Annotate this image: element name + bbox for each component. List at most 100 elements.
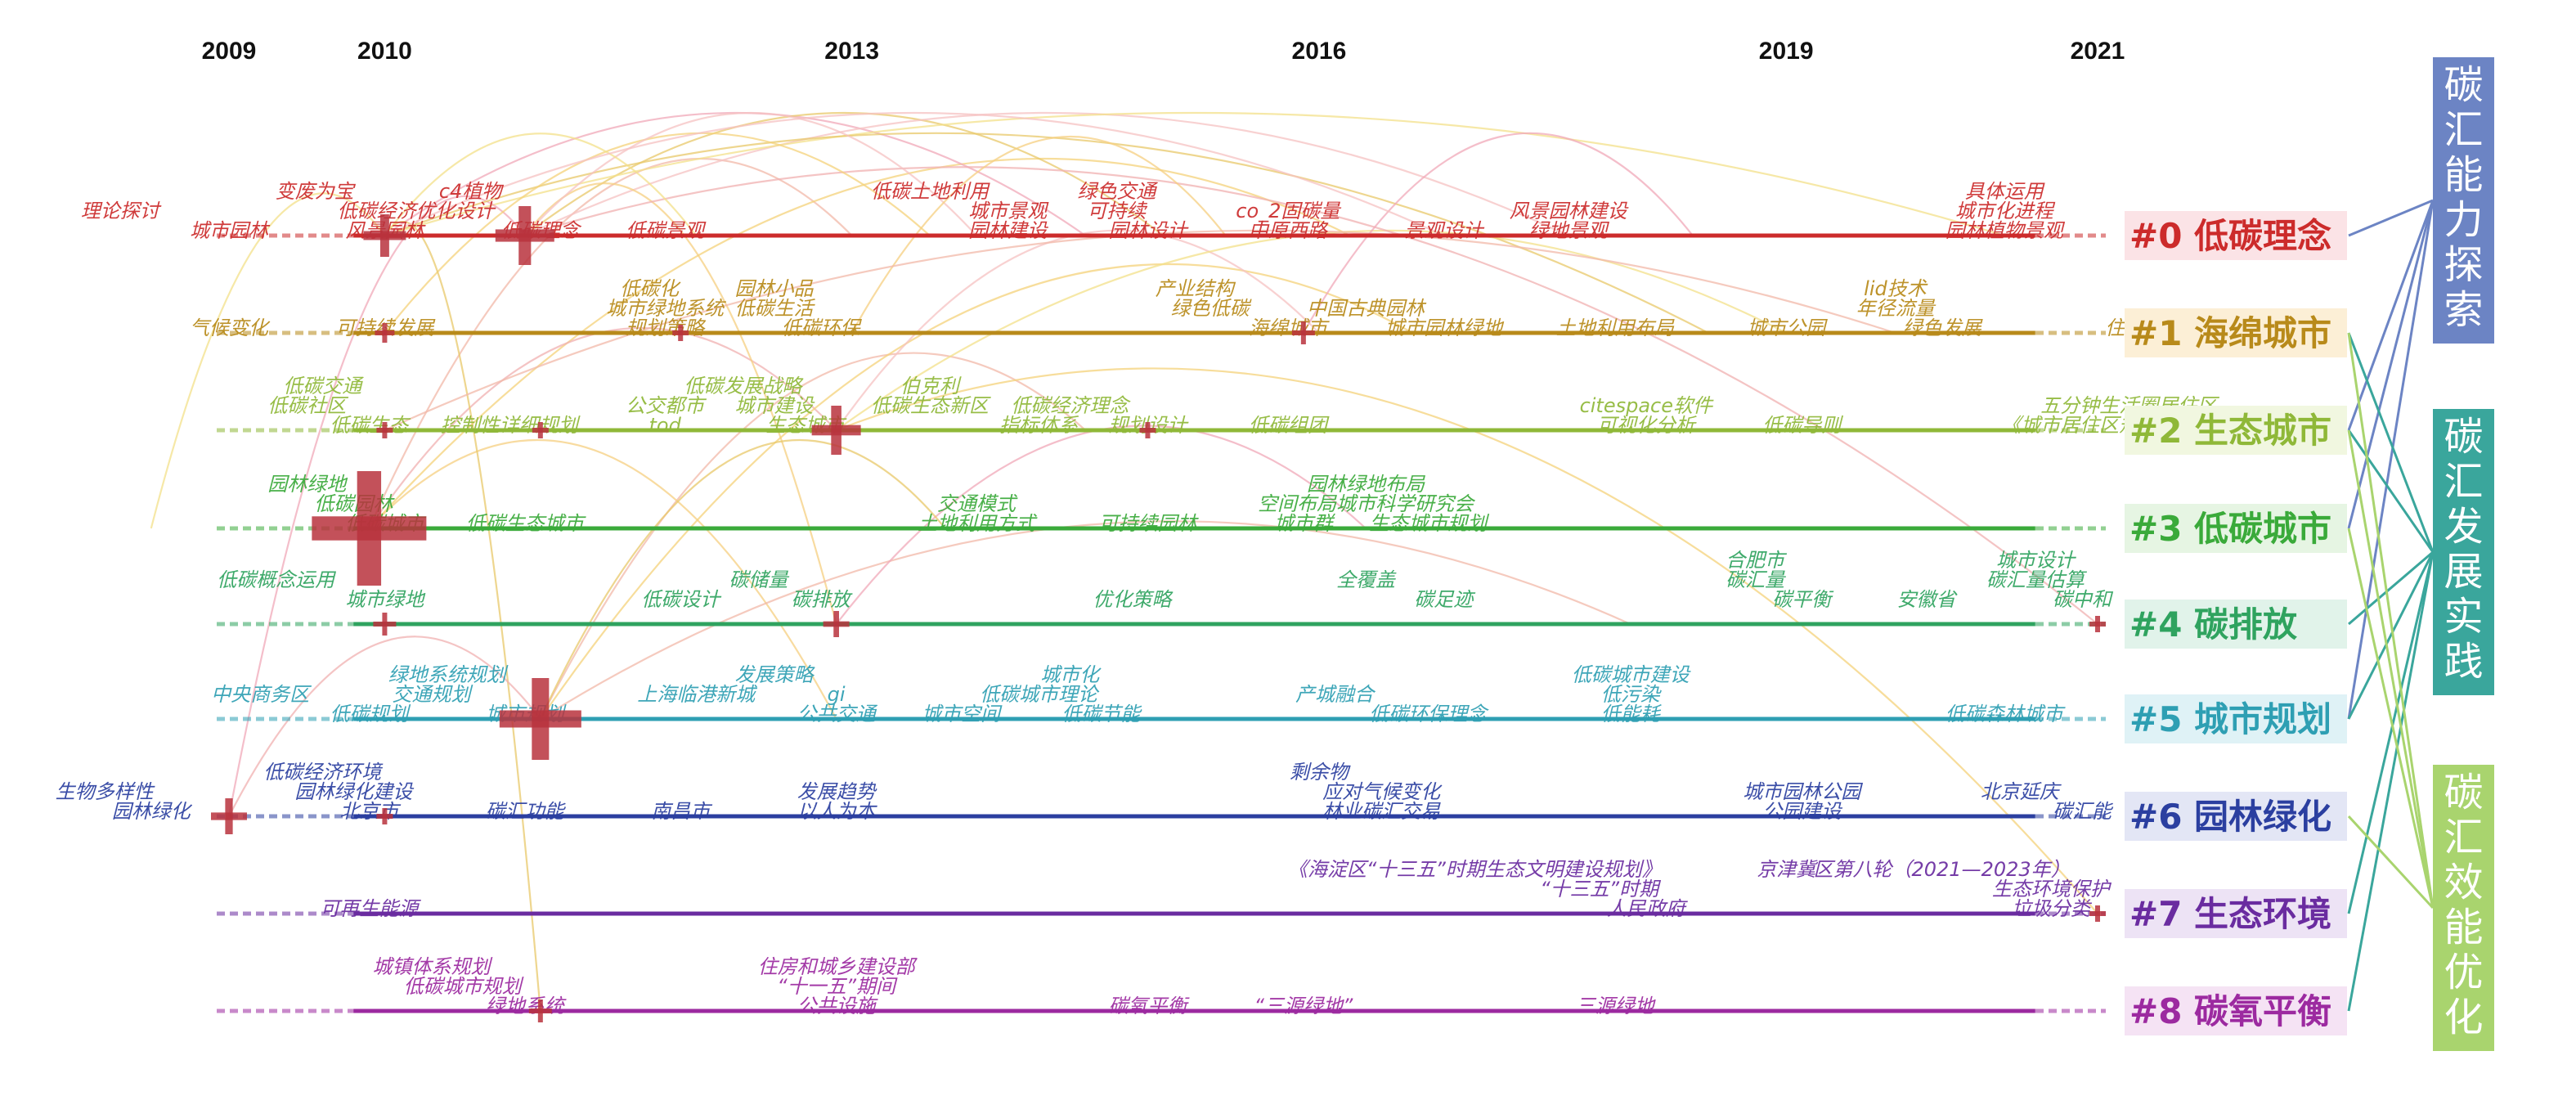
- keyword-node[interactable]: [376, 422, 393, 438]
- keyword-label[interactable]: 低碳森林城市: [1945, 703, 2066, 725]
- keyword-label[interactable]: 变废为宝: [276, 180, 357, 203]
- keyword-label[interactable]: 城市公园: [1747, 317, 1828, 339]
- cluster-label-6[interactable]: #6 园林绿化: [2125, 792, 2347, 841]
- keyword-label[interactable]: 北京市: [339, 800, 401, 823]
- keyword-label[interactable]: 园林植物景观: [1945, 219, 2066, 242]
- keyword-label[interactable]: 低碳规划: [330, 703, 411, 725]
- keyword-label[interactable]: 全覆盖: [1336, 568, 1397, 591]
- keyword-label[interactable]: 低碳概念运用: [217, 568, 336, 591]
- keyword-label[interactable]: 低碳交通: [283, 375, 364, 398]
- keyword-label[interactable]: 土地利用方式: [918, 512, 1038, 535]
- keyword-label[interactable]: 城市绿地: [345, 588, 426, 611]
- keyword-node[interactable]: [672, 325, 689, 341]
- keyword-label[interactable]: 低碳化: [620, 277, 681, 300]
- keyword-label[interactable]: tod: [649, 414, 682, 437]
- keyword-label[interactable]: 伯克利: [900, 375, 962, 398]
- keyword-label[interactable]: 低碳经济理念: [1011, 394, 1131, 417]
- keyword-label[interactable]: 土地利用布局: [1556, 317, 1675, 339]
- keyword-node[interactable]: [823, 611, 850, 637]
- keyword-label[interactable]: 低碳生态: [330, 414, 411, 437]
- keyword-label[interactable]: 城市化进程: [1955, 200, 2056, 222]
- keyword-label[interactable]: 低污染: [1601, 683, 1663, 706]
- keyword-label[interactable]: 生物多样性: [56, 780, 155, 803]
- keyword-label[interactable]: 垃圾分类: [2012, 897, 2093, 920]
- keyword-label[interactable]: 上海临港新城: [637, 683, 757, 706]
- keyword-label[interactable]: 城市空间: [922, 703, 1003, 725]
- keyword-label[interactable]: 碳排放: [792, 588, 854, 611]
- keyword-label[interactable]: co_2固碳量: [1236, 200, 1341, 222]
- keyword-label[interactable]: 人民政府: [1607, 897, 1689, 920]
- keyword-label[interactable]: 低碳城市理论: [980, 683, 1100, 706]
- keyword-label[interactable]: 公园建设: [1762, 800, 1842, 823]
- keyword-label[interactable]: 碳汇量: [1726, 568, 1786, 591]
- keyword-label[interactable]: 低能耗: [1601, 703, 1663, 725]
- keyword-label[interactable]: 可视化分析: [1597, 414, 1698, 437]
- keyword-label[interactable]: 碳中和: [2053, 588, 2114, 611]
- keyword-label[interactable]: “十一五”期间: [777, 975, 898, 998]
- keyword-label[interactable]: 低碳生态城市: [466, 512, 586, 535]
- keyword-label[interactable]: 碳氧平衡: [1108, 995, 1190, 1017]
- keyword-label[interactable]: “十三五”时期: [1540, 878, 1661, 901]
- keyword-label[interactable]: 公共交通: [797, 703, 878, 725]
- keyword-node[interactable]: [1139, 422, 1156, 438]
- keyword-label[interactable]: 林业碳汇交易: [1322, 800, 1441, 823]
- keyword-label[interactable]: 低碳发展战略: [684, 375, 804, 398]
- keyword-label[interactable]: 南昌市: [651, 800, 712, 823]
- keyword-label[interactable]: 园林绿化: [112, 800, 193, 823]
- keyword-label[interactable]: 中原西路: [1249, 219, 1329, 242]
- keyword-label[interactable]: 碳汇量估算: [1986, 568, 2088, 591]
- keyword-label[interactable]: 中国古典园林: [1307, 297, 1427, 320]
- keyword-node[interactable]: [375, 323, 395, 343]
- keyword-label[interactable]: 控制性详细规划: [441, 414, 581, 437]
- keyword-node[interactable]: [363, 214, 406, 257]
- keyword-label[interactable]: c4植物: [439, 180, 504, 203]
- keyword-label[interactable]: 可再生能源: [320, 897, 421, 920]
- keyword-label[interactable]: 碳足迹: [1414, 588, 1476, 611]
- keyword-label[interactable]: 以人为本: [797, 800, 878, 823]
- keyword-label[interactable]: 绿色发展: [1903, 317, 1984, 339]
- keyword-label[interactable]: 低碳节能: [1061, 703, 1142, 725]
- keyword-label[interactable]: 产业结构: [1156, 277, 1236, 300]
- keyword-label[interactable]: 低碳经济优化设计: [338, 200, 497, 222]
- cluster-label-5[interactable]: #5 城市规划: [2125, 694, 2347, 743]
- keyword-node[interactable]: [532, 422, 549, 438]
- keyword-label[interactable]: lid技术: [1864, 277, 1928, 300]
- keyword-label[interactable]: 低碳经济环境: [263, 761, 384, 784]
- cluster-label-8[interactable]: #8 碳氧平衡: [2125, 986, 2347, 1035]
- keyword-label[interactable]: 城市园林: [190, 219, 271, 242]
- keyword-label[interactable]: 绿地景观: [1529, 219, 1610, 242]
- keyword-label[interactable]: 中央商务区: [211, 683, 312, 706]
- keyword-label[interactable]: gi: [828, 683, 846, 706]
- keyword-label[interactable]: 优化策略: [1093, 588, 1174, 611]
- keyword-label[interactable]: 安徽省: [1897, 588, 1959, 611]
- keyword-label[interactable]: 城市园林绿地: [1384, 317, 1505, 339]
- keyword-label[interactable]: 合肥市: [1726, 549, 1787, 572]
- keyword-label[interactable]: 具体运用: [1965, 180, 2045, 203]
- keyword-label[interactable]: 住房和城乡建设部: [758, 955, 918, 978]
- keyword-label[interactable]: 城市建设: [734, 394, 815, 417]
- keyword-label[interactable]: 规划策略: [626, 317, 707, 339]
- keyword-label[interactable]: 碳汇功能: [486, 800, 567, 823]
- keyword-label[interactable]: 《海淀区“十三五”时期生态文明建设规划》: [1288, 858, 1662, 881]
- keyword-label[interactable]: 低碳生活: [734, 297, 815, 320]
- keyword-label[interactable]: 低碳城市规划: [404, 975, 524, 998]
- keyword-label[interactable]: 空间布局城市科学研究会: [1258, 492, 1476, 515]
- keyword-label[interactable]: 公交都市: [626, 394, 707, 417]
- keyword-label[interactable]: 低碳设计: [641, 588, 722, 611]
- keyword-label[interactable]: 园林小品: [734, 277, 814, 300]
- keyword-node[interactable]: [1291, 321, 1315, 344]
- keyword-label[interactable]: 风景园林建设: [1510, 200, 1629, 222]
- keyword-label[interactable]: citespace软件: [1580, 394, 1714, 417]
- keyword-label[interactable]: 低碳社区: [267, 394, 348, 417]
- keyword-label[interactable]: 城市设计: [1996, 549, 2077, 572]
- keyword-label[interactable]: 气候变化: [190, 317, 271, 339]
- keyword-node[interactable]: [376, 808, 393, 824]
- cluster-label-7[interactable]: #7 生态环境: [2125, 889, 2347, 938]
- keyword-label[interactable]: 应对气候变化: [1322, 780, 1443, 803]
- keyword-label[interactable]: 城市园林公园: [1743, 780, 1863, 803]
- keyword-node[interactable]: [495, 206, 554, 265]
- keyword-label[interactable]: 发展趋势: [797, 780, 877, 803]
- keyword-label[interactable]: 景观设计: [1404, 219, 1485, 242]
- keyword-label[interactable]: 城镇体系规划: [373, 955, 493, 978]
- keyword-label[interactable]: 年径流量: [1856, 297, 1936, 320]
